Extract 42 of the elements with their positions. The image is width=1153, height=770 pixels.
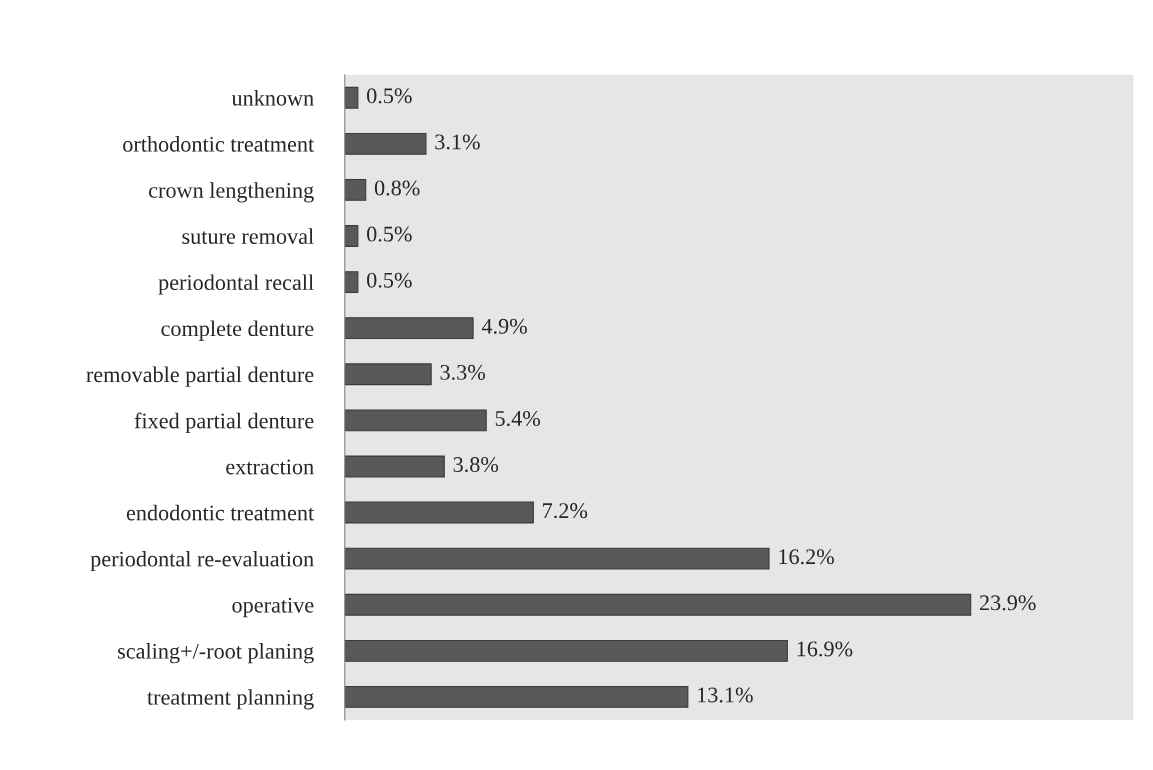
data-label: 16.9% [797, 641, 853, 657]
y-tick-label: periodontal recall [158, 274, 314, 295]
y-tick-label: complete denture [161, 320, 314, 341]
y-tick-label: removable partial denture [86, 366, 314, 387]
data-label: 0.5% [367, 88, 412, 104]
data-label: 16.2% [779, 549, 834, 565]
bar [344, 593, 972, 616]
y-tick-label: fixed partial denture [134, 412, 314, 433]
y-tick-label: treatment planning [147, 689, 314, 710]
y-tick-label: crown lengthening [149, 182, 314, 203]
data-label: 5.4% [495, 410, 541, 427]
bar [344, 86, 359, 109]
bar [344, 547, 770, 570]
y-tick-label: scaling+/-root planing [118, 643, 314, 664]
data-label: 0.5% [367, 226, 412, 242]
bar [344, 455, 445, 478]
data-label: 13.1% [698, 687, 753, 703]
data-label: 3.3% [440, 364, 486, 380]
data-label: 7.2% [543, 503, 588, 519]
data-label: 0.5% [367, 272, 412, 288]
y-tick-label: orthodontic treatment [123, 136, 315, 152]
data-label: 3.1% [435, 134, 480, 150]
bar [344, 225, 359, 247]
bar [344, 317, 474, 340]
bar [344, 178, 367, 201]
y-tick-label: extraction [226, 459, 314, 475]
bar [344, 409, 487, 432]
data-label: 3.8% [453, 457, 499, 473]
y-tick-label: periodontal re-evaluation [90, 550, 314, 572]
bar [344, 271, 359, 294]
y-tick-label: suture removal [182, 228, 314, 244]
bar [344, 501, 534, 524]
bar [344, 363, 432, 386]
bar [344, 685, 689, 708]
bar [344, 132, 427, 155]
data-label: 4.9% [481, 318, 527, 334]
data-label: 0.8% [374, 180, 420, 196]
y-tick-label: endodontic treatment [126, 504, 315, 521]
y-tick-label: operative [232, 597, 314, 618]
y-tick-label: unknown [231, 90, 314, 106]
bar [344, 639, 788, 662]
data-label: 23.9% [979, 595, 1036, 611]
